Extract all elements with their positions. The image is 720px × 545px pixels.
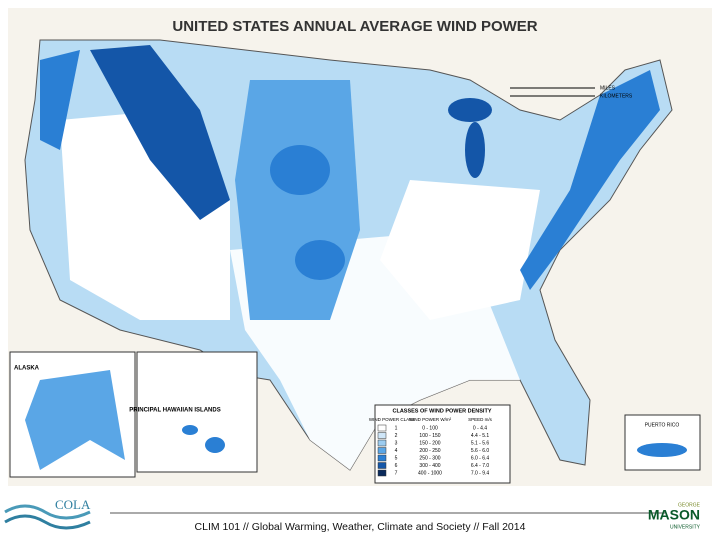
- legend-cell: 4: [395, 448, 398, 454]
- alaska-label: ALASKA: [14, 366, 40, 372]
- low-wind-east: [380, 180, 540, 320]
- legend-cell: 400 - 1000: [418, 470, 442, 476]
- legend-cell: 200 - 250: [419, 448, 440, 454]
- map-title: UNITED STATES ANNUAL AVERAGE WIND POWER: [172, 18, 537, 35]
- appalachian-ridges: [520, 70, 660, 290]
- legend-cell: 5: [395, 455, 398, 461]
- legend-cell: 250 - 300: [419, 455, 440, 461]
- alaska-shape: [25, 370, 125, 470]
- plains-class-5: [270, 145, 330, 195]
- legend-swatch: [377, 424, 387, 432]
- legend-cell: 3: [395, 440, 398, 446]
- lake-michigan: [465, 122, 485, 178]
- legend-swatch: [377, 462, 387, 469]
- hawaii-label: PRINCIPAL HAWAIIAN ISLANDS: [129, 408, 220, 414]
- plains-class-5: [295, 240, 345, 280]
- legend-cell: 1: [395, 425, 398, 431]
- hawaii-inset: [136, 351, 258, 473]
- legend-box: [374, 404, 511, 484]
- legend-cell: 6: [395, 463, 398, 469]
- legend-cell: 150 - 200: [419, 440, 440, 446]
- legend-cell: 7.0 - 9.4: [471, 470, 490, 476]
- hawaii-island: [182, 425, 198, 435]
- puerto-rico-label: PUERTO RICO: [645, 422, 680, 428]
- puerto-rico-shape: [637, 443, 687, 457]
- legend-cell: 2: [395, 433, 398, 439]
- mason-logo-top: GEORGE: [678, 502, 701, 508]
- cola-logo: COLA: [55, 497, 91, 512]
- legend-swatch: [377, 439, 387, 447]
- legend-cell: 5.6 - 6.0: [471, 448, 490, 454]
- legend-cell: 6.4 - 7.0: [471, 463, 490, 469]
- plains-class-4: [235, 80, 360, 320]
- legend-cell: 0 - 4.4: [473, 425, 487, 431]
- hawaii-island: [205, 437, 225, 453]
- legend-swatch: [377, 469, 387, 477]
- legend-cell: 7: [395, 470, 398, 476]
- legend-title: CLASSES OF WIND POWER DENSITY: [392, 408, 491, 414]
- legend-cell: 4.4 - 5.1: [471, 433, 490, 439]
- legend-cell: 0 - 100: [422, 425, 438, 431]
- legend-cell: 300 - 400: [419, 463, 440, 469]
- legend-swatch: [377, 454, 387, 462]
- rockies-high-wind: [90, 45, 230, 220]
- pacific-coast: [40, 50, 80, 150]
- lake-superior: [448, 98, 492, 122]
- mason-logo-bottom: UNIVERSITY: [670, 524, 701, 530]
- legend-swatch: [377, 432, 387, 439]
- cola-wave: [4, 514, 91, 530]
- puerto-rico-inset: [624, 414, 701, 471]
- legend-cell: 6.0 - 6.4: [471, 455, 490, 461]
- legend: CLASSES OF WIND POWER DENSITY WIND POWER…: [369, 404, 511, 484]
- cola-wave: [4, 504, 91, 520]
- mason-logo: MASON: [648, 507, 700, 523]
- legend-swatch: [377, 447, 387, 454]
- legend-header: WIND POWER CLASS: [369, 417, 415, 422]
- footer-text: CLIM 101 // Global Warming, Weather, Cli…: [195, 521, 526, 533]
- legend-cell: 100 - 150: [419, 433, 440, 439]
- scale-miles: MILES: [600, 85, 616, 91]
- scale-km: KILOMETERS: [600, 93, 633, 99]
- legend-header: SPEED m/s: [468, 417, 493, 422]
- legend-header: WIND POWER W/m²: [409, 417, 452, 422]
- legend-cell: 5.1 - 5.6: [471, 440, 490, 446]
